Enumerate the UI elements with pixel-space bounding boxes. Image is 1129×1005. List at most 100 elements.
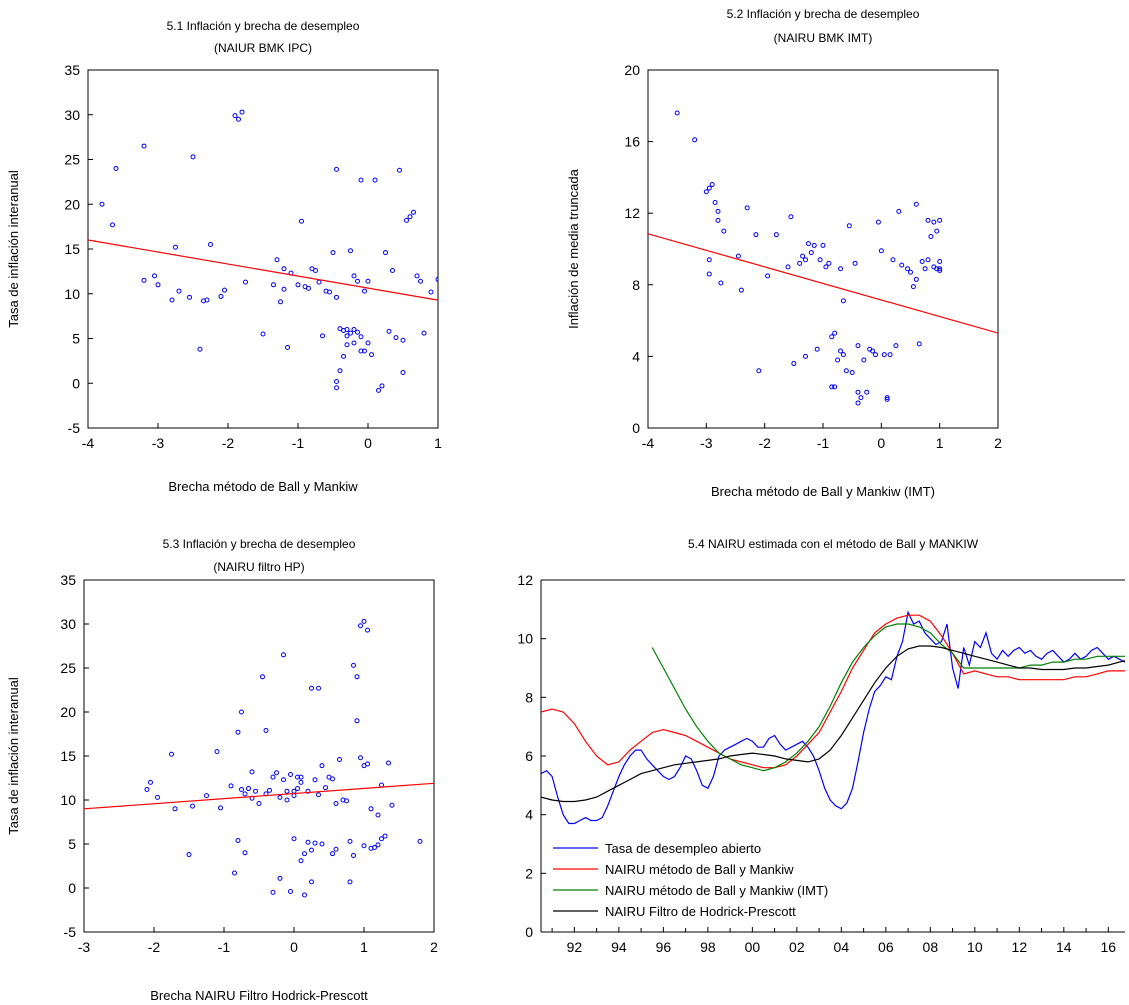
scatter-point [348,248,353,254]
scatter-point [803,257,808,263]
scatter-point [785,264,791,270]
chart-subtitle: (NAIRU filtro HP) [213,560,304,574]
scatter-point [843,368,849,374]
scatter-point [228,783,234,789]
scatter-point [302,851,307,857]
scatter-point [355,278,360,284]
scatter-point [404,217,409,223]
x-tick-label: -3 [152,435,165,451]
x-tick-label: 04 [834,939,850,955]
scatter-point [721,228,727,234]
y-tick-label: 35 [60,572,76,588]
scatter-point [320,333,325,339]
chart-1: 5.1 Inflación y brecha de desempleo (NAIU… [6,19,514,494]
scatter-point [823,264,829,270]
chart-subtitle: (NAIRU BMK IMT) [774,31,873,45]
scatter-point [715,217,721,223]
scatter-point [313,267,318,273]
scatter-point [298,774,304,780]
scatter-point [344,798,349,804]
scatter-point [330,851,335,857]
scatter-point [510,257,514,261]
scatter-point [330,250,336,256]
scatter-point [756,368,762,374]
scatter-point [925,217,931,223]
scatter-point [417,838,423,844]
scatter-point [873,352,878,358]
scatter-point [256,801,262,807]
series-line [541,610,1125,825]
scatter-point [330,776,335,782]
scatter-point [838,348,843,354]
scatter-point [323,785,328,791]
scatter-point [351,327,357,333]
scatter-point [347,879,353,885]
scatter-point [478,297,482,301]
x-tick-label: -1 [292,435,305,451]
scatter-point [712,199,718,205]
scatter-point [169,751,174,757]
scatter-point [155,282,161,288]
scatter-point [817,257,823,263]
scatter-point [706,185,712,191]
scatter-point [368,845,374,851]
scatter-point [435,276,438,282]
scatter-point [832,330,838,336]
x-tick-label: 92 [567,939,583,955]
scatter-point [788,214,794,220]
scatter-point [922,266,928,272]
plot-frame [83,579,435,933]
chart-title: 5.2 Inflación y brecha de desempleo [727,7,920,21]
x-tick-label: -3 [78,939,91,955]
x-tick-label: -1 [817,435,830,451]
scatter-point [358,623,363,629]
series-line [651,623,1125,772]
scatter-point [855,400,861,406]
scatter-point [418,278,423,284]
y-tick-label: 35 [64,62,80,78]
scatter-point [937,266,943,272]
scatter-point [337,757,342,763]
scatter-point [826,260,832,266]
scatter-point [840,352,846,358]
y-tick-label: 30 [64,107,80,123]
scatter-point [344,327,350,333]
y-tick-label: -5 [64,924,77,940]
scatter-point [878,248,884,254]
scatter-point [243,279,248,285]
scatter-point [288,889,293,895]
scatter-point [169,297,175,303]
x-tick-label: 06 [878,939,894,955]
scatter-point [829,384,835,390]
x-axis-label: Brecha método de Ball y Mankiw (IMT) [711,484,935,499]
scatter-point [397,167,402,173]
scatter-point [931,219,937,225]
scatter-point [450,279,454,283]
y-tick-label: 4 [525,807,533,823]
scatter-point [464,284,468,288]
scatter-point [152,273,157,279]
scatter-point [295,786,300,792]
scatter-point [204,793,209,799]
scatter-point [709,182,715,188]
y-tick-label: 25 [64,152,80,168]
chart-subtitle: (NAIUR BMK IPC) [214,41,312,55]
scatter-point [354,674,360,680]
scatter-point [281,266,287,272]
scatter-point [253,788,258,794]
scatter-point [341,353,346,359]
scatter-point [375,812,381,818]
scatter-point [358,755,363,761]
scatter-point [400,337,406,343]
scatter-point [148,779,153,785]
scatter-point [334,378,339,384]
scatter-point [735,253,741,259]
y-tick-label: 15 [64,241,80,257]
scatter-point [337,368,343,374]
scatter-point [855,389,861,395]
scatter-point [271,282,276,288]
scatter-point [204,297,210,303]
scatter-point [214,749,220,755]
scatter-point [306,285,311,291]
scatter-point [832,384,838,390]
